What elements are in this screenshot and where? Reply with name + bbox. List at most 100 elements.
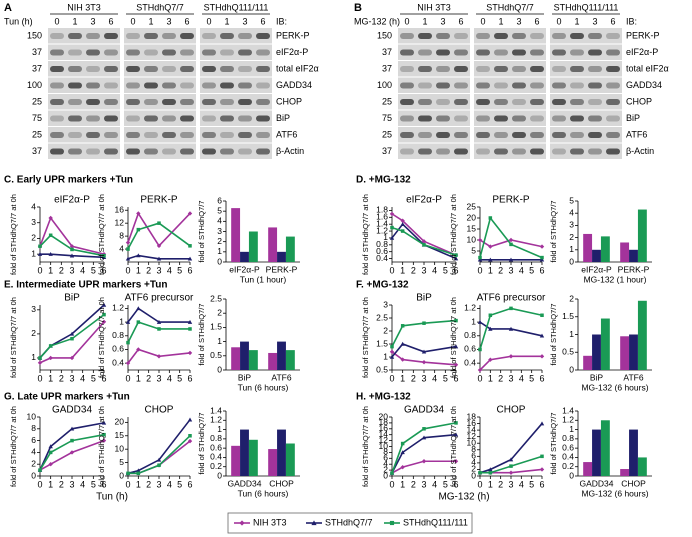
blot-band — [418, 99, 432, 105]
blot-band — [570, 66, 584, 72]
x-tick-label: 6 — [101, 373, 106, 383]
blot-band — [400, 115, 414, 122]
blot-band — [552, 99, 566, 105]
blot-band — [494, 49, 508, 56]
series-marker — [400, 218, 405, 223]
series-marker — [478, 347, 482, 352]
series-marker — [101, 420, 107, 425]
blot-strip — [124, 44, 196, 60]
lane-label: 0 — [206, 16, 211, 26]
blot-band — [418, 132, 432, 138]
bar — [592, 249, 601, 262]
bar — [592, 429, 601, 476]
blot-band — [552, 49, 566, 56]
blot-band — [68, 66, 82, 72]
blot-band — [86, 33, 100, 39]
series-marker — [508, 326, 514, 331]
series-marker — [488, 470, 493, 475]
y-tick-label: 2 — [31, 328, 36, 338]
blot-band — [220, 99, 234, 105]
series-line — [39, 422, 105, 471]
x-tick-label: 0 — [389, 479, 394, 489]
blot-strip — [550, 143, 622, 159]
group-label: STHdhQ7/7 — [486, 2, 534, 12]
y-axis-label: fold of STHdhQ7/7 — [549, 303, 558, 365]
bar — [285, 236, 295, 262]
blot-band — [50, 82, 64, 89]
blot-strip — [48, 77, 120, 93]
y-tick-label: 0.4 — [210, 452, 222, 462]
y-tick-label: 1.2 — [464, 303, 476, 313]
x-tick-label: 3 — [69, 373, 74, 383]
y-tick-label: 1.2 — [562, 415, 574, 425]
lane-label: 0 — [130, 16, 135, 26]
blot-band — [400, 66, 414, 72]
blot-band — [126, 33, 140, 39]
blot-band — [588, 49, 602, 56]
blot-band — [570, 33, 584, 39]
y-axis-label: fold of STHdhQ7/7 at 0h — [449, 406, 458, 487]
blot-band — [512, 33, 526, 39]
x-tick-label: 4 — [432, 373, 437, 383]
x-tick-label: ATF6 — [271, 372, 291, 382]
group-label: NIH 3T3 — [417, 2, 451, 12]
y-tick-label: 16 — [115, 204, 125, 214]
x-tick-label: 4 — [519, 479, 524, 489]
chart-title: CHOP — [497, 405, 526, 416]
blot-band — [494, 66, 508, 72]
blot-band — [144, 33, 158, 39]
lane-label: 3 — [90, 16, 95, 26]
series-marker — [540, 313, 544, 318]
bar — [600, 236, 610, 262]
blot-band — [400, 49, 414, 56]
series-marker — [69, 355, 75, 361]
x-axis-label: MG-132 (1 hour) — [584, 274, 647, 284]
protein-label: CHOP — [276, 96, 302, 106]
blot-band — [202, 99, 216, 105]
blot-band — [126, 99, 140, 105]
y-tick-label: 6 — [471, 451, 476, 461]
x-tick-label: 2 — [498, 373, 503, 383]
blot-band — [454, 66, 468, 72]
y-tick-label: 0.6 — [210, 442, 222, 452]
blot-band — [400, 99, 414, 105]
series-marker — [101, 438, 107, 443]
mw-marker: 37 — [382, 146, 392, 156]
panel-title: F. +MG-132 — [356, 280, 409, 291]
series-marker — [102, 432, 106, 437]
blot-strip — [200, 44, 272, 60]
blot-band — [50, 49, 64, 56]
series-marker — [156, 457, 162, 462]
y-tick-label: 3 — [31, 217, 36, 227]
bar — [620, 336, 630, 370]
blot-strip — [398, 127, 470, 143]
y-tick-label: 25 — [467, 201, 477, 211]
mw-marker: 37 — [32, 63, 42, 73]
blot-band — [436, 148, 450, 155]
x-tick-label: 1 — [48, 479, 53, 489]
blot-band — [180, 148, 194, 155]
series-marker — [136, 306, 141, 311]
y-tick-label: 1 — [569, 244, 574, 254]
x-tick-label: 6 — [101, 479, 106, 489]
y-tick-label: 3 — [217, 226, 222, 236]
blot-band — [144, 132, 158, 138]
chart-title: PERK-P — [492, 195, 530, 206]
blot-strip — [200, 127, 272, 143]
blot-band — [162, 82, 176, 89]
legend-marker — [239, 520, 245, 526]
x-tick-label: 4 — [432, 265, 437, 275]
series-marker — [539, 467, 545, 472]
bar — [248, 350, 258, 370]
x-tick-label: 0 — [389, 373, 394, 383]
x-tick-label: 4 — [167, 479, 172, 489]
bar — [248, 439, 258, 476]
x-axis-label: MG-132 (6 hours) — [581, 488, 648, 498]
blot-band — [238, 66, 252, 72]
blot-strip — [550, 110, 622, 126]
blot-band — [454, 49, 468, 56]
blot-strip — [200, 94, 272, 110]
y-tick-label: 1 — [471, 316, 476, 326]
series-line — [127, 348, 191, 364]
series-marker — [509, 306, 513, 311]
